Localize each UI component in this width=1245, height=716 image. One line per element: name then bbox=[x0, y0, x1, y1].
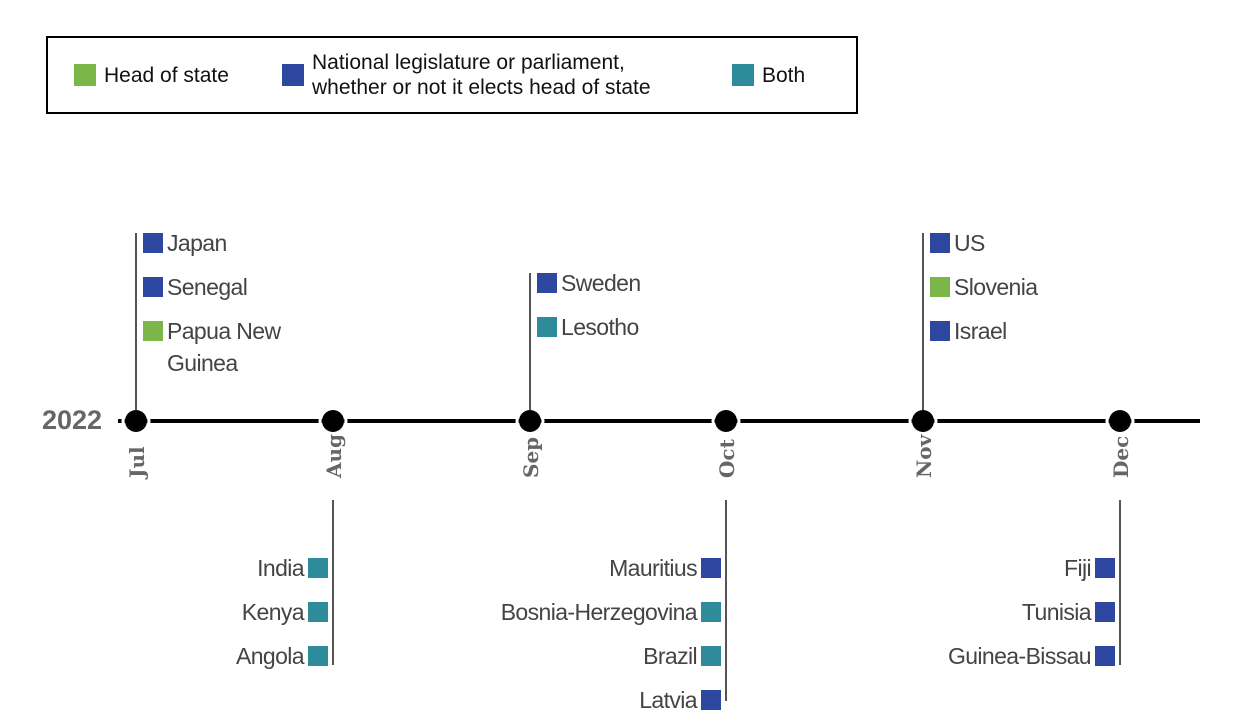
event-name: Angola bbox=[235, 643, 305, 669]
event-name: Fiji bbox=[1064, 555, 1092, 581]
month-dot-gap bbox=[318, 406, 348, 436]
event: Lesotho bbox=[537, 311, 639, 343]
event-name: India bbox=[257, 555, 304, 581]
event-name: Guinea-Bissau bbox=[947, 643, 1092, 669]
event-name: Senegal bbox=[167, 274, 248, 300]
month-dot-gap bbox=[1105, 406, 1135, 436]
event: India bbox=[257, 552, 328, 584]
legend-swatch bbox=[74, 64, 96, 86]
month-label: Nov bbox=[912, 434, 936, 478]
month-dot bbox=[322, 410, 344, 432]
event-name: Latvia bbox=[639, 687, 697, 713]
event-marker bbox=[537, 273, 557, 293]
event-name: Bosnia-Herzegovina bbox=[500, 599, 698, 625]
event: Papua New Guinea bbox=[143, 315, 307, 379]
event-name: Israel bbox=[954, 318, 1007, 344]
event: Guinea-Bissau bbox=[948, 640, 1115, 672]
event-name: Sweden bbox=[561, 270, 641, 296]
month-dot bbox=[715, 410, 737, 432]
event-marker bbox=[1095, 602, 1115, 622]
page: Head of state National legislature or par… bbox=[42, 36, 1200, 713]
event: Bosnia-Herzegovina bbox=[501, 596, 721, 628]
legend-item: Head of state bbox=[74, 38, 229, 112]
event-name: Japan bbox=[167, 230, 227, 256]
event-name: Papua New Guinea bbox=[167, 318, 281, 376]
month-label: Sep bbox=[519, 436, 543, 478]
event-name: Mauritius bbox=[609, 555, 698, 581]
event: Mauritius bbox=[609, 552, 721, 584]
month-label: Dec bbox=[1109, 435, 1133, 478]
event: Tunisia bbox=[1022, 596, 1115, 628]
event-name: Kenya bbox=[241, 599, 305, 625]
event-marker bbox=[930, 321, 950, 341]
event-name: Lesotho bbox=[561, 314, 639, 340]
event-name: US bbox=[954, 230, 985, 256]
event-marker bbox=[308, 646, 328, 666]
event-marker bbox=[701, 646, 721, 666]
event: US bbox=[930, 227, 985, 259]
month-dot bbox=[519, 410, 541, 432]
month-label: Oct bbox=[715, 439, 739, 478]
event: Sweden bbox=[537, 267, 641, 299]
event: Senegal bbox=[143, 271, 248, 303]
event-marker bbox=[143, 277, 163, 297]
year-label: 2022 bbox=[42, 405, 103, 435]
event: Angola bbox=[236, 640, 328, 672]
event-marker bbox=[143, 321, 163, 341]
event: Japan bbox=[143, 227, 227, 259]
event: Kenya bbox=[242, 596, 328, 628]
event-marker bbox=[1095, 646, 1115, 666]
month-label: Jul bbox=[125, 446, 149, 478]
legend-swatch bbox=[732, 64, 754, 86]
month-label: Aug bbox=[322, 433, 346, 478]
legend-label: Both bbox=[762, 63, 806, 87]
event-marker bbox=[308, 602, 328, 622]
event: Slovenia bbox=[930, 271, 1038, 303]
legend: Head of state National legislature or par… bbox=[46, 36, 858, 114]
event: Latvia bbox=[639, 684, 721, 716]
event: Israel bbox=[930, 315, 1007, 347]
event-marker bbox=[308, 558, 328, 578]
event-marker bbox=[701, 690, 721, 710]
event: Fiji bbox=[1064, 552, 1115, 584]
event-marker bbox=[1095, 558, 1115, 578]
event-marker bbox=[930, 233, 950, 253]
event-name: Brazil bbox=[643, 643, 698, 669]
event-marker bbox=[930, 277, 950, 297]
month-dot-gap bbox=[711, 406, 741, 436]
legend-swatch bbox=[282, 64, 304, 86]
legend-item: National legislature or parliament, whet… bbox=[282, 38, 651, 112]
event-marker bbox=[537, 317, 557, 337]
legend-item: Both bbox=[732, 38, 805, 112]
event: Brazil bbox=[643, 640, 721, 672]
event-marker bbox=[701, 558, 721, 578]
event-marker bbox=[143, 233, 163, 253]
timeline bbox=[118, 233, 1200, 701]
event-name: Tunisia bbox=[1021, 599, 1092, 625]
legend-label: National legislature or parliament, whet… bbox=[312, 51, 651, 99]
event-marker bbox=[701, 602, 721, 622]
legend-label: Head of state bbox=[104, 63, 229, 87]
month-dot bbox=[1109, 410, 1131, 432]
event-name: Slovenia bbox=[954, 274, 1038, 300]
month-dot bbox=[912, 410, 934, 432]
month-dot bbox=[125, 410, 147, 432]
